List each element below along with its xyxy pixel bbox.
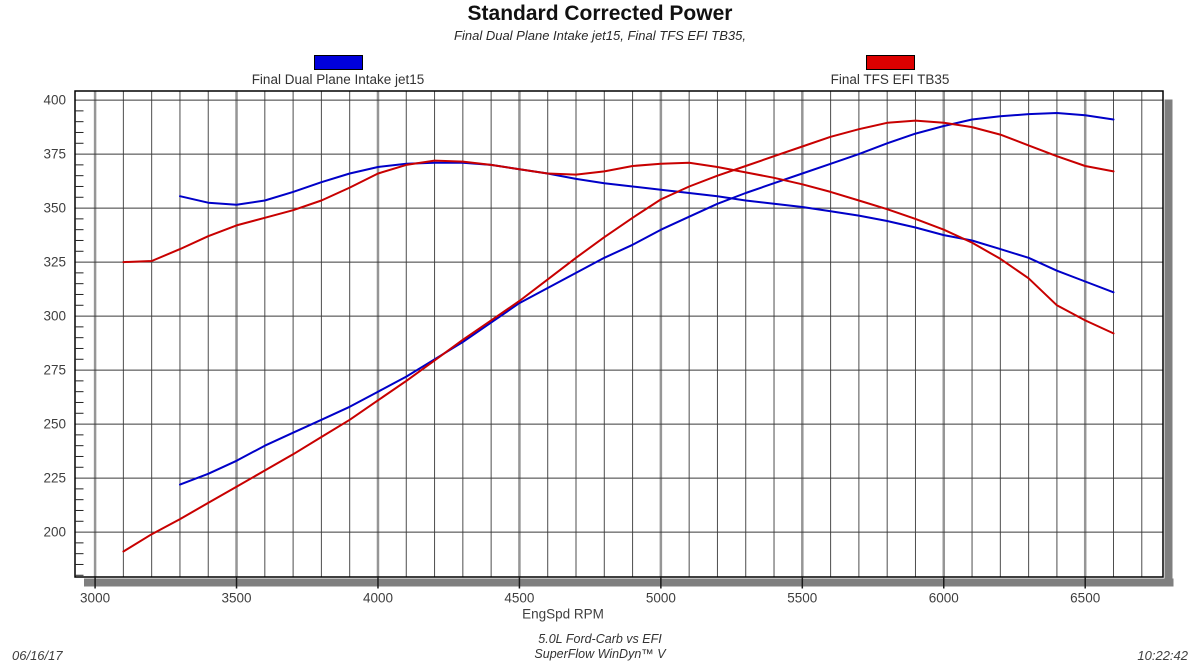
y-tick-label: 375 (43, 147, 66, 162)
plot-border (74, 90, 1164, 578)
x-tick-label: 5500 (787, 591, 817, 606)
chart-subtitle: Final Dual Plane Intake jet15, Final TFS… (454, 28, 746, 43)
x-tick-label: 3500 (222, 591, 252, 606)
y-tick-label: 200 (43, 525, 66, 540)
x-tick-label: 6500 (1070, 591, 1100, 606)
y-tick-label: 300 (43, 309, 66, 324)
series-line-0 (179, 161, 1115, 294)
x-tick-label: 3000 (80, 591, 110, 606)
y-tick-label: 275 (43, 363, 66, 378)
legend-swatch-blue (313, 55, 363, 70)
legend-item-dual-plane: Final Dual Plane Intake jet15 (223, 55, 453, 87)
footer-center: 5.0L Ford-Carb vs EFI SuperFlow WinDyn™ … (0, 632, 1200, 662)
y-tick-label: 325 (43, 255, 66, 270)
y-tick-label: 250 (43, 417, 66, 432)
x-tick-label: 5000 (646, 591, 676, 606)
legend-item-tfs-efi: Final TFS EFI TB35 (775, 55, 1005, 87)
x-tick-label: 4000 (363, 591, 393, 606)
plot-shadow-right (1164, 99, 1173, 587)
legend-label-red: Final TFS EFI TB35 (830, 72, 950, 87)
y-tick-label: 350 (43, 201, 66, 216)
page-title: Standard Corrected Power (467, 2, 733, 25)
legend-swatch-red (865, 55, 915, 70)
footer-time: 10:22:42 (1137, 648, 1188, 663)
series-line-1 (179, 112, 1115, 486)
legend-label-blue: Final Dual Plane Intake jet15 (251, 72, 425, 87)
series-line-3 (122, 119, 1115, 553)
y-tick-label: 400 (43, 93, 66, 108)
x-tick-label: 4500 (504, 591, 534, 606)
footer-test-name: 5.0L Ford-Carb vs EFI (538, 632, 662, 646)
x-tick-label: 6000 (929, 591, 959, 606)
footer-date: 06/16/17 (12, 648, 63, 663)
x-axis-label: EngSpd RPM (522, 607, 604, 622)
y-tick-label: 225 (43, 471, 66, 486)
series-line-2 (122, 159, 1115, 335)
plot-shadow-bottom (84, 578, 1174, 587)
footer-software-name: SuperFlow WinDyn™ V (534, 647, 666, 661)
